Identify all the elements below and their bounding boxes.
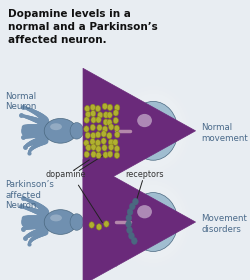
Circle shape bbox=[91, 151, 96, 158]
Text: receptors: receptors bbox=[126, 170, 164, 179]
Circle shape bbox=[108, 144, 114, 150]
Circle shape bbox=[102, 103, 108, 109]
Ellipse shape bbox=[50, 123, 62, 130]
Ellipse shape bbox=[70, 123, 83, 139]
Circle shape bbox=[128, 193, 178, 251]
Circle shape bbox=[84, 151, 89, 158]
Circle shape bbox=[114, 152, 119, 158]
Circle shape bbox=[98, 112, 103, 118]
Circle shape bbox=[132, 237, 137, 244]
Ellipse shape bbox=[44, 118, 77, 143]
Circle shape bbox=[101, 138, 106, 144]
Circle shape bbox=[104, 221, 109, 227]
Circle shape bbox=[95, 140, 100, 146]
Circle shape bbox=[107, 132, 112, 139]
Circle shape bbox=[90, 139, 95, 145]
Circle shape bbox=[101, 131, 106, 137]
Circle shape bbox=[96, 132, 101, 138]
Circle shape bbox=[103, 112, 108, 118]
Circle shape bbox=[107, 104, 112, 111]
Circle shape bbox=[90, 104, 96, 111]
Text: Normal
Neuron: Normal Neuron bbox=[6, 92, 37, 111]
Circle shape bbox=[102, 126, 108, 132]
Circle shape bbox=[96, 117, 101, 123]
Circle shape bbox=[108, 151, 113, 157]
Circle shape bbox=[114, 132, 120, 138]
Ellipse shape bbox=[70, 214, 83, 230]
Circle shape bbox=[132, 198, 138, 205]
Circle shape bbox=[116, 86, 191, 176]
Circle shape bbox=[114, 125, 119, 131]
Circle shape bbox=[96, 152, 101, 158]
Circle shape bbox=[102, 145, 107, 151]
Text: Movement
disorders: Movement disorders bbox=[202, 214, 248, 234]
Circle shape bbox=[114, 146, 119, 152]
Circle shape bbox=[116, 177, 191, 267]
Circle shape bbox=[96, 146, 101, 152]
Circle shape bbox=[122, 185, 184, 259]
Circle shape bbox=[84, 117, 89, 123]
Circle shape bbox=[128, 101, 178, 160]
Circle shape bbox=[86, 111, 91, 118]
Circle shape bbox=[113, 110, 118, 116]
Ellipse shape bbox=[44, 210, 77, 234]
Circle shape bbox=[122, 94, 184, 168]
Circle shape bbox=[96, 224, 102, 230]
Circle shape bbox=[130, 203, 135, 210]
Circle shape bbox=[126, 221, 132, 228]
Circle shape bbox=[91, 144, 96, 150]
Circle shape bbox=[114, 104, 120, 111]
Ellipse shape bbox=[137, 205, 152, 218]
Circle shape bbox=[119, 90, 188, 172]
Circle shape bbox=[108, 124, 114, 130]
Circle shape bbox=[119, 181, 188, 263]
Circle shape bbox=[90, 124, 96, 131]
Text: Dopamine levels in a
normal and a Parkinson’s
affected neuron.: Dopamine levels in a normal and a Parkin… bbox=[8, 9, 158, 45]
Circle shape bbox=[89, 222, 94, 228]
Circle shape bbox=[108, 139, 114, 145]
Circle shape bbox=[113, 139, 118, 145]
Circle shape bbox=[84, 126, 89, 132]
Text: dopamine: dopamine bbox=[45, 170, 86, 179]
Circle shape bbox=[107, 119, 112, 126]
Text: Normal
movement: Normal movement bbox=[202, 123, 248, 143]
Circle shape bbox=[113, 117, 118, 124]
Circle shape bbox=[86, 144, 91, 151]
Circle shape bbox=[127, 227, 132, 234]
Circle shape bbox=[90, 132, 96, 139]
Circle shape bbox=[90, 110, 96, 117]
Circle shape bbox=[84, 140, 89, 146]
Ellipse shape bbox=[137, 114, 152, 127]
Circle shape bbox=[91, 117, 96, 123]
Ellipse shape bbox=[50, 214, 62, 221]
Circle shape bbox=[103, 152, 108, 158]
Circle shape bbox=[84, 106, 90, 112]
Circle shape bbox=[85, 132, 90, 139]
Circle shape bbox=[126, 214, 132, 221]
Text: Parkinson’s
affected
Neuron: Parkinson’s affected Neuron bbox=[6, 180, 54, 210]
Circle shape bbox=[107, 112, 112, 118]
Circle shape bbox=[128, 232, 134, 239]
Circle shape bbox=[127, 209, 133, 215]
Circle shape bbox=[95, 106, 100, 112]
Circle shape bbox=[97, 125, 102, 131]
Circle shape bbox=[103, 119, 108, 125]
